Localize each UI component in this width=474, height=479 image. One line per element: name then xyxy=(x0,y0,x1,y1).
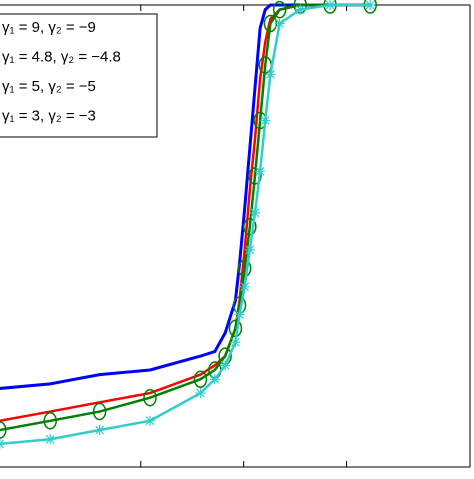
series-line xyxy=(0,3,371,432)
circle-marker xyxy=(92,402,107,421)
series-line xyxy=(0,3,371,390)
circle-marker xyxy=(237,259,252,278)
circle-marker xyxy=(272,0,287,19)
legend-label: γ₁ = 3, γ₂ = −3 xyxy=(2,107,96,124)
star-marker xyxy=(255,166,266,177)
star-marker xyxy=(145,415,156,426)
star-marker xyxy=(239,281,250,292)
star-marker xyxy=(220,360,231,371)
star-marker xyxy=(274,18,285,29)
legend: γ₁ = 9, γ₂ = −9 γ₁ = 4.8, γ₂ = −4.8 γ₁ = 5… xyxy=(0,13,158,138)
star-marker xyxy=(230,337,241,348)
star-marker xyxy=(249,207,260,218)
legend-label: γ₁ = 4.8, γ₂ = −4.8 xyxy=(2,48,121,65)
plot-frame xyxy=(0,4,471,468)
star-marker xyxy=(265,69,276,80)
circle-marker xyxy=(243,218,257,236)
star-marker xyxy=(195,388,206,399)
star-marker xyxy=(0,438,5,449)
star-marker xyxy=(209,374,220,385)
star-marker xyxy=(94,425,105,436)
legend-box xyxy=(0,13,158,138)
circle-marker xyxy=(143,388,157,407)
star-marker xyxy=(365,0,376,10)
legend-label: γ₁ = 9, γ₂ = −9 xyxy=(2,19,96,36)
circle-marker xyxy=(0,421,7,439)
legend-label: γ₁ = 5, γ₂ = −5 xyxy=(2,78,96,95)
circle-marker xyxy=(43,412,57,430)
circle-marker xyxy=(193,370,208,388)
star-marker xyxy=(244,244,255,255)
star-marker xyxy=(325,0,336,10)
star-marker xyxy=(260,115,271,126)
circle-marker xyxy=(248,167,262,185)
star-marker xyxy=(45,434,56,445)
star-marker xyxy=(295,4,306,15)
star-marker xyxy=(234,309,245,320)
